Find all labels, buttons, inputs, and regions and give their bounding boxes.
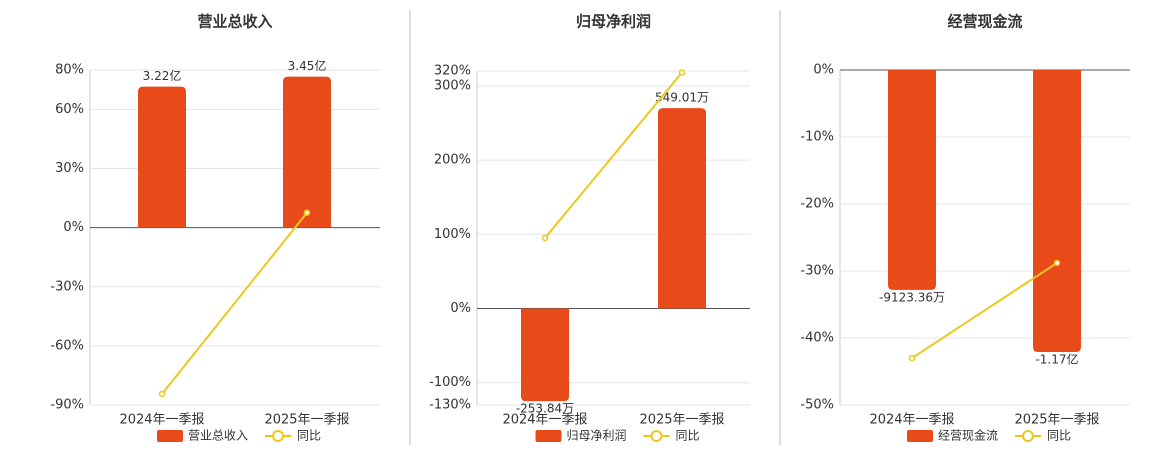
line bbox=[161, 212, 308, 395]
y-tick-label: -30% bbox=[50, 279, 84, 294]
bar bbox=[1033, 70, 1081, 352]
value-label: -9123.36万 bbox=[879, 290, 945, 304]
y-tick-label: -10% bbox=[800, 130, 834, 145]
legend-label: 同比 bbox=[297, 429, 321, 443]
point bbox=[158, 390, 166, 398]
y-tick-label: 60% bbox=[55, 102, 84, 117]
x-tick-label: 2024年一季报 bbox=[869, 413, 954, 428]
value-label: -253.84万 bbox=[516, 402, 574, 416]
point bbox=[908, 354, 916, 362]
legend-point bbox=[650, 430, 663, 442]
legend-label: 同比 bbox=[1047, 429, 1071, 443]
legend-swatch bbox=[535, 430, 562, 442]
line bbox=[911, 262, 1058, 359]
y-tick-label: -40% bbox=[800, 331, 834, 346]
value-label: 3.22亿 bbox=[143, 68, 182, 83]
value-label: -1.17亿 bbox=[1035, 351, 1078, 366]
point bbox=[541, 234, 549, 242]
x-tick-label: 2024年一季报 bbox=[119, 413, 204, 428]
chart-title: 营业总收入 bbox=[197, 13, 272, 31]
legend-point bbox=[1022, 430, 1034, 442]
x-tick-label: 2025年一季报 bbox=[1014, 413, 1099, 428]
value-label: 3.45亿 bbox=[288, 58, 327, 73]
y-tick-label: 80% bbox=[55, 63, 84, 78]
legend-swatch bbox=[907, 430, 933, 442]
y-tick-label: 0% bbox=[450, 301, 471, 316]
y-tick-label: -50% bbox=[800, 398, 834, 413]
x-tick-label: 2025年一季报 bbox=[639, 413, 724, 428]
y-tick-label: -20% bbox=[800, 197, 834, 212]
bar bbox=[138, 86, 186, 228]
chart-title: 经营现金流 bbox=[947, 13, 1022, 31]
legend-label: 经营现金流 bbox=[938, 428, 998, 443]
y-tick-label: 30% bbox=[55, 161, 84, 176]
legend-swatch bbox=[157, 430, 183, 442]
bar bbox=[521, 308, 569, 402]
x-tick-label: 2025年一季报 bbox=[264, 413, 349, 428]
point bbox=[303, 209, 311, 216]
legend-label: 营业总收入 bbox=[188, 429, 248, 443]
value-label: 549.01万 bbox=[655, 91, 709, 105]
legend-label: 归母净利润 bbox=[567, 429, 627, 443]
bar bbox=[888, 70, 936, 290]
chart-title: 归母净利润 bbox=[576, 13, 651, 31]
bar bbox=[283, 76, 331, 228]
line bbox=[544, 71, 683, 239]
y-tick-label: -130% bbox=[429, 398, 471, 413]
legend-point bbox=[272, 430, 284, 442]
y-tick-label: 100% bbox=[434, 227, 471, 242]
y-tick-label: 0% bbox=[63, 220, 84, 235]
x-tick-label: 2024年一季报 bbox=[502, 413, 587, 428]
legend-label: 同比 bbox=[676, 429, 700, 443]
y-tick-label: -90% bbox=[50, 398, 84, 413]
y-tick-label: -30% bbox=[800, 264, 834, 279]
y-tick-label: 0% bbox=[813, 63, 834, 78]
bar bbox=[658, 108, 706, 309]
y-tick-label: -100% bbox=[429, 375, 471, 390]
y-tick-label: 200% bbox=[434, 153, 471, 168]
y-tick-label: 320% bbox=[434, 64, 471, 79]
y-tick-label: 300% bbox=[434, 78, 471, 93]
point bbox=[1053, 259, 1061, 267]
y-tick-label: -60% bbox=[50, 338, 84, 353]
point bbox=[678, 69, 686, 76]
